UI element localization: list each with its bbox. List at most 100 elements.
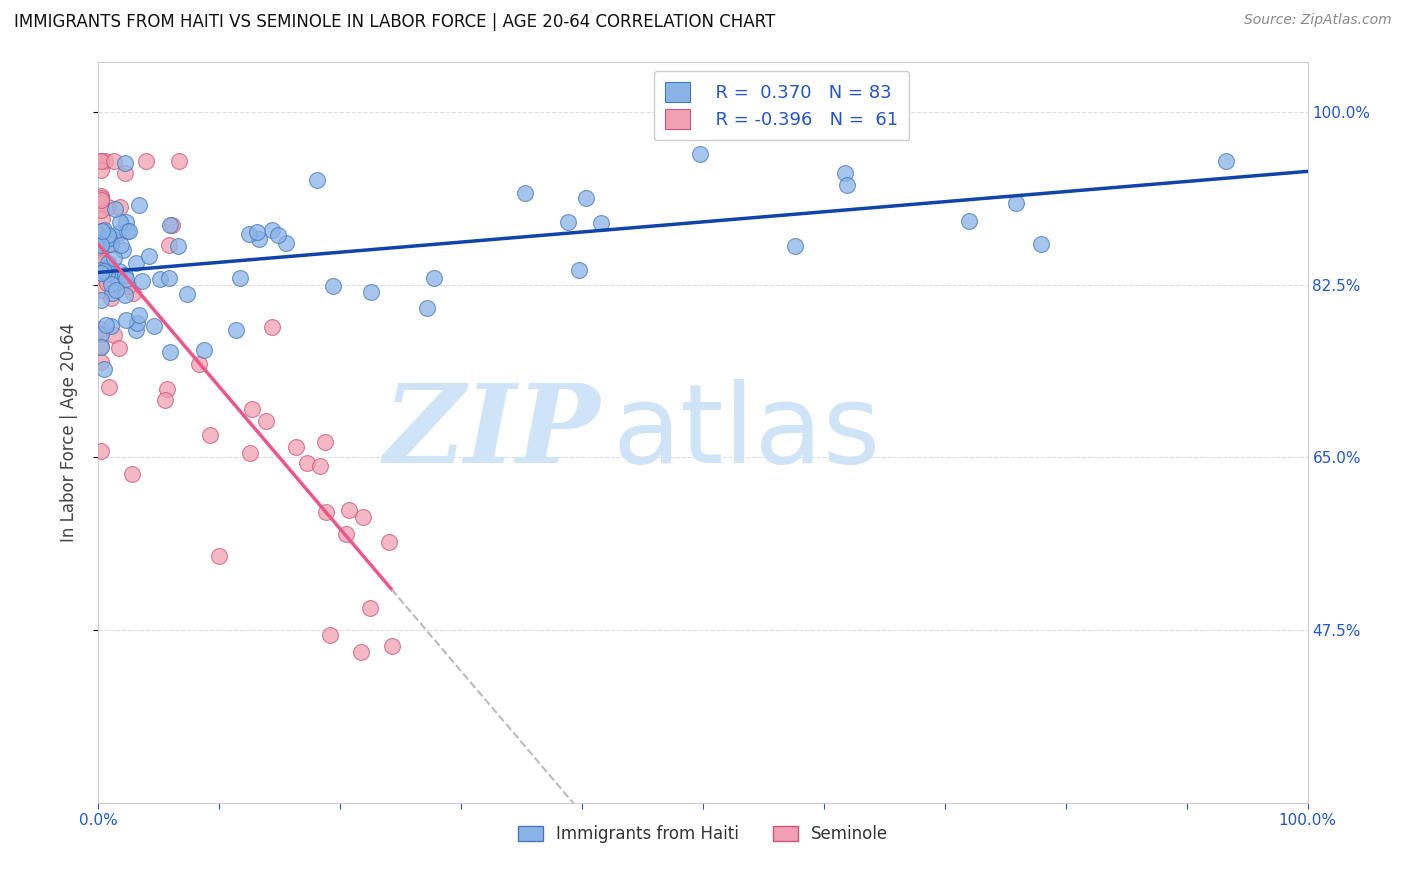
- Point: [591, 216, 613, 230]
- Point: [208, 549, 231, 563]
- Point: [957, 213, 980, 227]
- Point: [359, 601, 381, 615]
- Point: [105, 271, 128, 285]
- Point: [108, 341, 131, 355]
- Point: [575, 191, 598, 205]
- Point: [97, 228, 120, 243]
- Point: [90, 224, 112, 238]
- Point: [110, 214, 132, 228]
- Point: [159, 344, 181, 359]
- Point: [689, 147, 711, 161]
- Point: [90, 154, 112, 169]
- Point: [100, 237, 122, 252]
- Point: [131, 274, 153, 288]
- Legend: Immigrants from Haiti, Seminole: Immigrants from Haiti, Seminole: [512, 819, 894, 850]
- Point: [97, 380, 120, 394]
- Point: [423, 271, 446, 285]
- Point: [557, 215, 579, 229]
- Point: [128, 198, 150, 212]
- Point: [96, 276, 118, 290]
- Point: [360, 285, 382, 300]
- Point: [1029, 237, 1052, 252]
- Point: [246, 225, 269, 239]
- Y-axis label: In Labor Force | Age 20-64: In Labor Force | Age 20-64: [59, 323, 77, 542]
- Point: [157, 238, 180, 252]
- Point: [167, 154, 190, 169]
- Point: [314, 434, 336, 449]
- Text: IMMIGRANTS FROM HAITI VS SEMINOLE IN LABOR FORCE | AGE 20-64 CORRELATION CHART: IMMIGRANTS FROM HAITI VS SEMINOLE IN LAB…: [14, 13, 775, 31]
- Point: [90, 262, 112, 277]
- Point: [101, 231, 124, 245]
- Point: [90, 188, 112, 202]
- Point: [90, 339, 112, 353]
- Point: [90, 257, 112, 271]
- Point: [352, 509, 374, 524]
- Point: [100, 286, 122, 301]
- Point: [90, 256, 112, 270]
- Text: ZIP: ZIP: [384, 379, 600, 486]
- Point: [295, 456, 318, 470]
- Point: [254, 414, 277, 428]
- Point: [93, 154, 115, 169]
- Point: [228, 271, 250, 285]
- Point: [834, 165, 856, 179]
- Point: [91, 224, 114, 238]
- Point: [90, 154, 112, 169]
- Point: [104, 202, 127, 217]
- Point: [378, 534, 401, 549]
- Point: [97, 264, 120, 278]
- Point: [90, 238, 112, 252]
- Point: [93, 361, 115, 376]
- Point: [90, 339, 112, 353]
- Point: [94, 234, 117, 248]
- Point: [97, 201, 120, 215]
- Point: [90, 255, 112, 269]
- Point: [90, 191, 112, 205]
- Point: [783, 239, 806, 253]
- Point: [416, 301, 439, 315]
- Point: [200, 427, 222, 442]
- Point: [335, 527, 357, 541]
- Point: [105, 283, 128, 297]
- Point: [149, 272, 172, 286]
- Point: [103, 154, 125, 169]
- Point: [90, 162, 112, 177]
- Point: [90, 267, 112, 281]
- Point: [238, 227, 260, 242]
- Point: [97, 256, 120, 270]
- Point: [118, 224, 141, 238]
- Text: Source: ZipAtlas.com: Source: ZipAtlas.com: [1244, 13, 1392, 28]
- Point: [90, 293, 112, 307]
- Point: [322, 278, 344, 293]
- Point: [125, 322, 148, 336]
- Point: [159, 218, 181, 232]
- Point: [93, 264, 115, 278]
- Point: [160, 218, 183, 232]
- Point: [114, 215, 136, 229]
- Point: [260, 223, 283, 237]
- Point: [225, 323, 247, 337]
- Point: [96, 267, 118, 281]
- Point: [114, 287, 136, 301]
- Point: [108, 264, 131, 278]
- Point: [103, 251, 125, 265]
- Point: [90, 322, 112, 336]
- Point: [155, 393, 177, 408]
- Point: [90, 195, 112, 210]
- Point: [97, 260, 120, 274]
- Point: [90, 327, 112, 342]
- Point: [100, 291, 122, 305]
- Point: [156, 382, 179, 396]
- Point: [121, 467, 143, 481]
- Point: [114, 156, 136, 170]
- Point: [125, 256, 148, 270]
- Point: [309, 458, 332, 473]
- Point: [568, 263, 591, 277]
- Point: [114, 166, 136, 180]
- Point: [188, 357, 211, 371]
- Point: [267, 228, 290, 243]
- Point: [125, 316, 148, 330]
- Point: [274, 235, 297, 250]
- Point: [114, 268, 136, 282]
- Point: [315, 505, 337, 519]
